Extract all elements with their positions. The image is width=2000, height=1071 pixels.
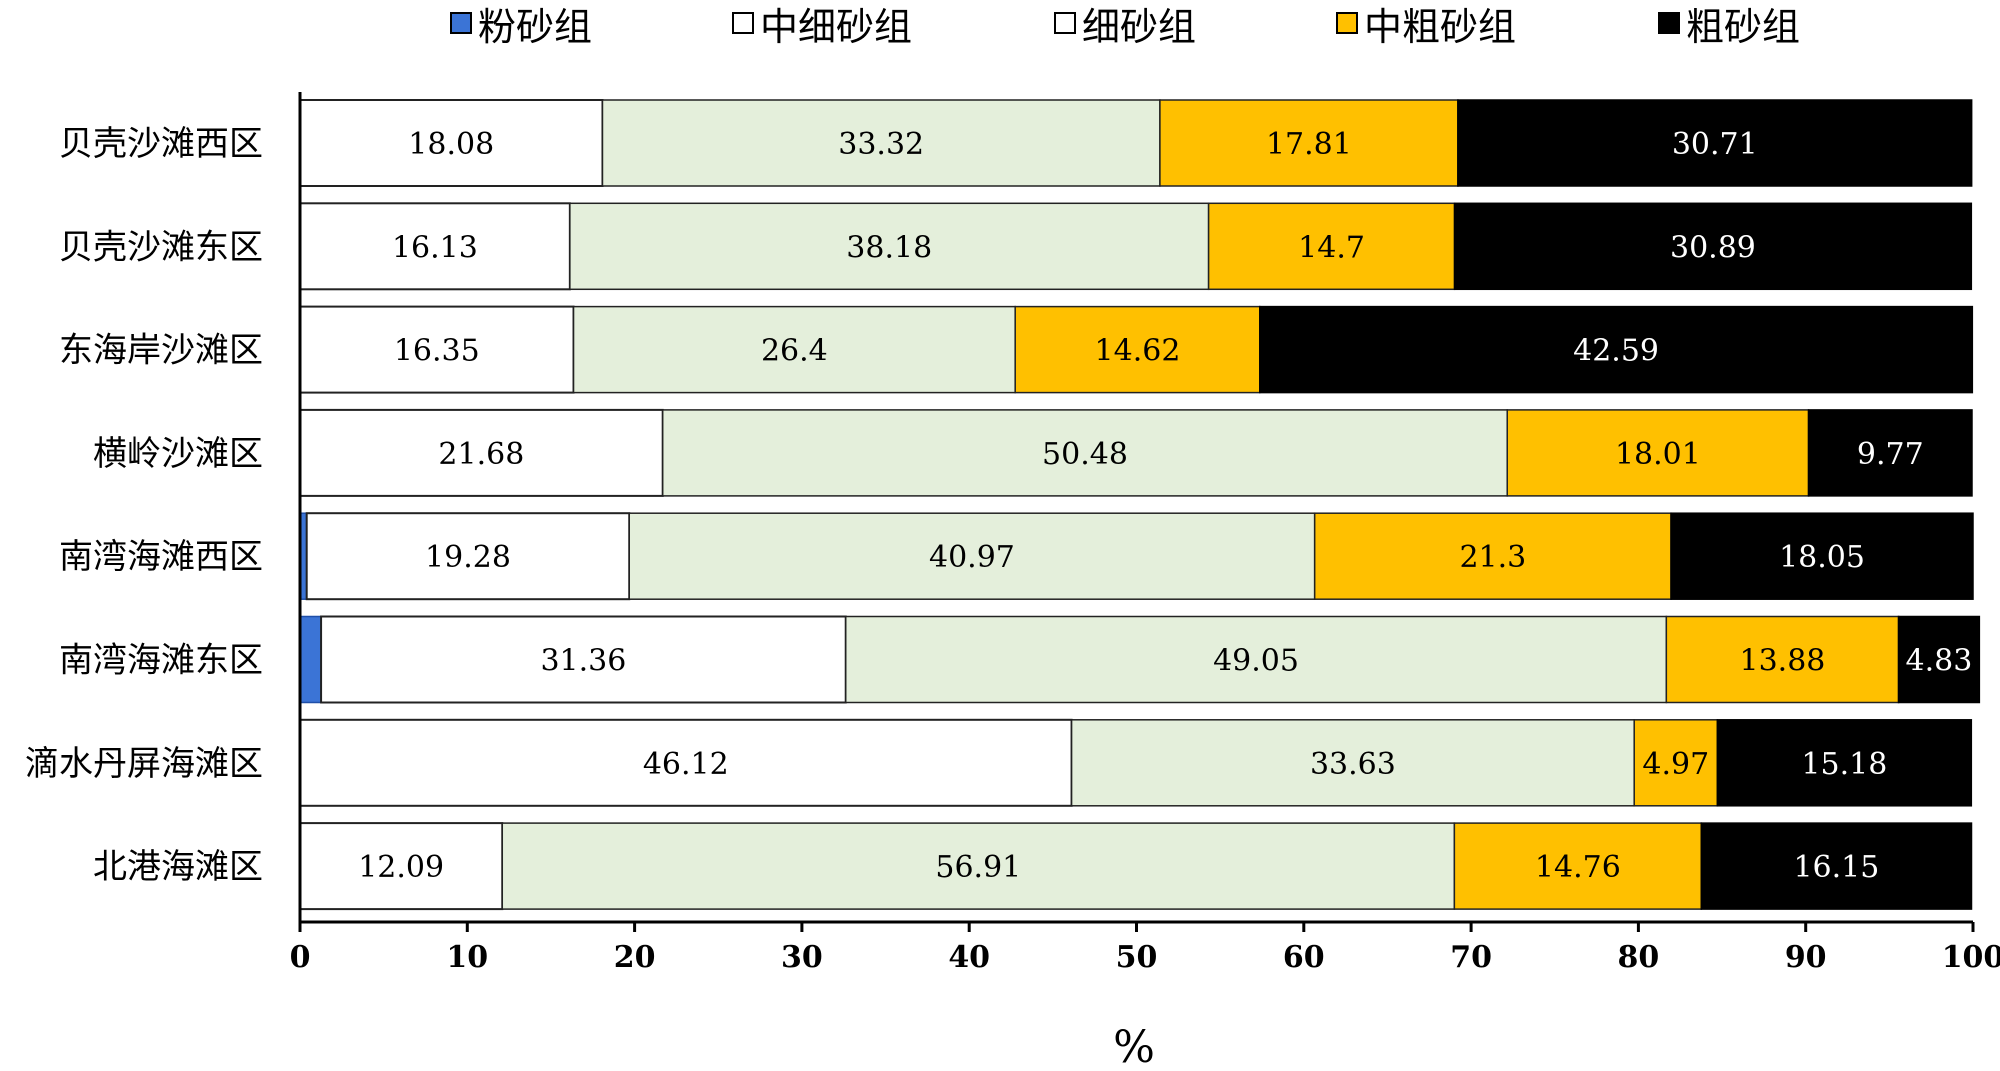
legend-item-coarse-sand: 粗砂组 <box>1658 0 1800 49</box>
bar-segment-1-4 <box>1159 99 1459 187</box>
legend-swatch-medium-coarse-sand <box>1336 12 1358 34</box>
value-label-7-2: 46.12 <box>643 747 729 782</box>
value-label-3-5: 42.59 <box>1573 334 1659 369</box>
value-label-1-5: 30.71 <box>1672 127 1758 162</box>
x-tick-label-10: 10 <box>446 940 488 975</box>
bar-segment-6-3 <box>844 615 1668 704</box>
x-tick-label-70: 70 <box>1450 940 1492 975</box>
bar-segment-7-5 <box>1716 719 1973 807</box>
value-label-8-4: 14.76 <box>1535 850 1621 885</box>
bar-segment-4-4 <box>1506 409 1810 497</box>
value-label-2-2: 16.13 <box>392 230 478 265</box>
legend-swatch-coarse-sand <box>1658 12 1680 34</box>
category-label-5: 南湾海滩西区 <box>59 537 263 577</box>
value-label-4-3: 50.48 <box>1042 437 1128 472</box>
legend-label-fine-sand: 细砂组 <box>1082 4 1197 49</box>
value-label-6-4: 13.88 <box>1740 644 1826 679</box>
legend-label-medium-fine-sand: 中细砂组 <box>760 4 913 49</box>
bar-segment-3-5 <box>1259 305 1974 394</box>
bar-segment-6-4 <box>1665 615 1900 704</box>
value-label-4-2: 21.68 <box>438 437 524 472</box>
category-label-3: 东海岸沙滩区 <box>59 331 263 371</box>
value-label-6-3: 49.05 <box>1213 644 1299 679</box>
legend-item-medium-fine-sand: 中细砂组 <box>732 0 912 49</box>
value-label-7-3: 33.63 <box>1310 747 1396 782</box>
x-tick-label-100: 100 <box>1942 940 2000 975</box>
bar-segment-7-2 <box>299 718 1073 807</box>
legend-label-coarse-sand: 粗砂组 <box>1686 4 1801 49</box>
value-label-8-2: 12.09 <box>358 850 444 885</box>
x-tick-label-60: 60 <box>1283 940 1325 975</box>
legend-swatch-medium-fine-sand <box>732 12 754 34</box>
bar-segment-2-3 <box>569 202 1210 291</box>
bar-segment-8-5 <box>1700 822 1973 910</box>
x-tick-label-80: 80 <box>1618 940 1660 975</box>
value-label-2-4: 14.7 <box>1298 230 1365 265</box>
category-label-7: 滴水丹屏海滩区 <box>25 744 263 784</box>
value-label-7-4: 4.97 <box>1642 747 1709 782</box>
bar-segment-2-4 <box>1207 202 1456 291</box>
value-label-6-2: 31.36 <box>540 644 626 679</box>
value-label-4-5: 9.77 <box>1857 437 1924 472</box>
value-label-5-4: 21.3 <box>1459 540 1526 575</box>
value-label-4-4: 18.01 <box>1615 437 1701 472</box>
bar-segment-6-2 <box>320 615 847 704</box>
legend-item-medium-coarse-sand: 中粗砂组 <box>1336 0 1516 49</box>
value-label-8-3: 56.91 <box>935 850 1021 885</box>
category-label-2: 贝壳沙滩东区 <box>59 227 263 267</box>
value-label-2-5: 30.89 <box>1670 230 1756 265</box>
legend-item-fine-sand: 细砂组 <box>1054 0 1196 49</box>
bar-segment-6-1 <box>299 615 322 704</box>
bar-segment-4-3 <box>661 409 1508 497</box>
legend-item-silt: 粉砂组 <box>450 0 592 49</box>
bar-segments <box>299 99 1981 911</box>
legend-label-medium-coarse-sand: 中粗砂组 <box>1364 4 1517 49</box>
value-label-1-4: 17.81 <box>1266 127 1352 162</box>
x-tick-label-0: 0 <box>290 940 311 975</box>
value-label-1-2: 18.08 <box>408 127 494 162</box>
value-label-8-5: 16.15 <box>1793 850 1879 885</box>
category-labels: 贝壳沙滩西区贝壳沙滩东区东海岸沙滩区横岭沙滩区南湾海滩西区南湾海滩东区滴水丹屏海… <box>25 124 263 887</box>
value-label-5-3: 40.97 <box>929 540 1015 575</box>
x-tick-label-90: 90 <box>1785 940 1827 975</box>
value-label-2-3: 38.18 <box>846 230 932 265</box>
bar-segment-6-5 <box>1897 615 1981 704</box>
value-label-1-3: 33.32 <box>838 127 924 162</box>
category-label-1: 贝壳沙滩西区 <box>59 124 263 164</box>
x-tick-label-20: 20 <box>614 940 656 975</box>
bar-segment-5-5 <box>1670 512 1974 600</box>
x-axis-title: % <box>1113 1022 1155 1071</box>
bar-segment-4-2 <box>299 408 664 497</box>
value-label-5-2: 19.28 <box>425 540 511 575</box>
value-labels: 18.08 33.32 17.81 30.71 16.13 38.18 14.7 30.89 1… <box>358 127 1972 885</box>
bar-segment-4-5 <box>1807 409 1973 497</box>
axes: 0 10 20 30 40 50 60 70 80 90 100 <box>290 92 2000 975</box>
bar-segment-5-3 <box>628 512 1316 600</box>
x-tick-label-40: 40 <box>948 940 990 975</box>
category-label-4: 横岭沙滩区 <box>93 434 263 474</box>
bar-segment-1-5 <box>1457 99 1973 187</box>
legend-swatch-fine-sand <box>1054 12 1076 34</box>
x-tick-label-30: 30 <box>781 940 823 975</box>
legend-swatch-silt <box>450 12 472 34</box>
bar-segment-8-3 <box>501 822 1456 910</box>
bar-segment-3-3 <box>572 305 1016 394</box>
category-label-6: 南湾海滩东区 <box>59 641 263 681</box>
value-label-7-5: 15.18 <box>1801 747 1887 782</box>
bar-segment-2-5 <box>1453 202 1973 291</box>
category-label-8: 北港海滩区 <box>93 847 263 887</box>
value-label-3-2: 16.35 <box>394 334 480 369</box>
chart-legend: 粉砂组 中细砂组 细砂组 中粗砂组 粗砂组 <box>0 0 2000 49</box>
value-label-5-5: 18.05 <box>1779 540 1865 575</box>
value-label-3-3: 26.4 <box>761 334 828 369</box>
bar-segment-5-4 <box>1313 512 1672 600</box>
bar-segment-8-4 <box>1453 822 1703 910</box>
value-label-6-5: 4.83 <box>1906 644 1973 679</box>
x-tick-label-50: 50 <box>1116 940 1158 975</box>
legend-label-silt: 粉砂组 <box>478 4 593 49</box>
value-label-3-4: 14.62 <box>1095 334 1181 369</box>
